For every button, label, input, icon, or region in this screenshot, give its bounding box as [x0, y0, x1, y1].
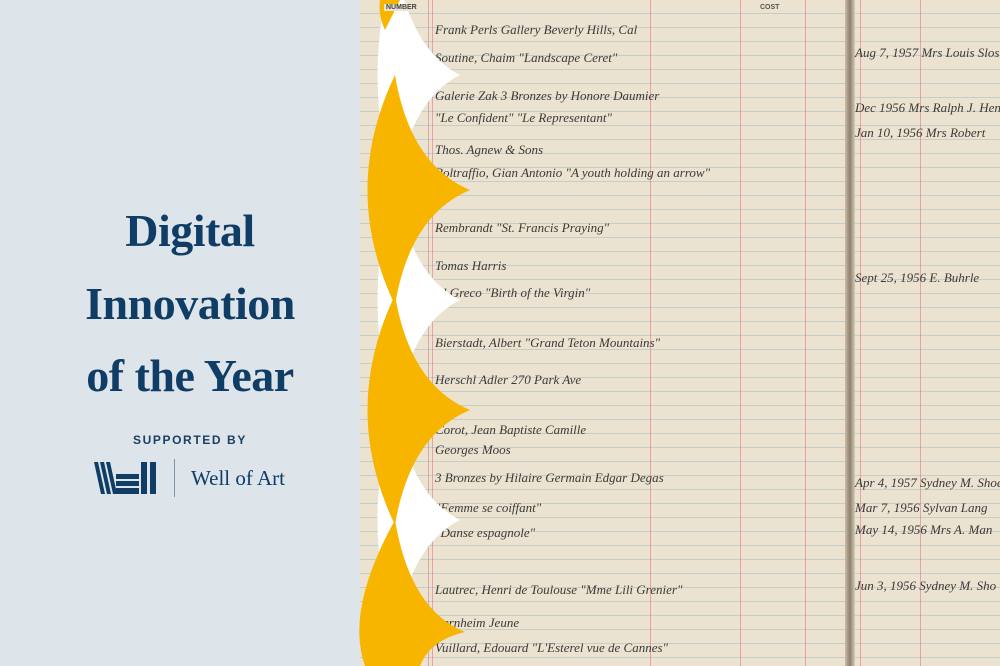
title-line: Digital: [125, 205, 255, 256]
book-gutter: [845, 0, 855, 666]
ledger-entry-right: May 14, 1956 Mrs A. Man: [855, 522, 993, 537]
well-logo-icon: [94, 462, 156, 494]
yellow-scallop: [367, 295, 470, 525]
ledger-entry: Tomas Harris: [435, 258, 507, 273]
ledger-header-cost: COST: [760, 4, 780, 11]
ledger-entry: El Greco "Birth of the Virgin": [435, 285, 591, 300]
ledger-entry: Corot, Jean Baptiste Camille: [435, 422, 587, 437]
ledger-photo: COST Frank Perls Gallery Beverly Hills, …: [360, 0, 1000, 666]
ledger-entry: "Le Confident" "Le Representant": [435, 110, 612, 125]
ledger-entry-right: Aug 7, 1957 Mrs Louis Slos: [855, 45, 1000, 60]
sponsor-name: Well of Art: [191, 465, 285, 490]
ledger-entry: 3 Bronzes by Hilaire Germain Edgar Degas: [435, 470, 664, 485]
ledger-entry: Herschl Adler 270 Park Ave: [435, 372, 582, 387]
supported-by-label: SUPPORTED BY: [133, 433, 247, 447]
yellow-scallop: [367, 75, 470, 305]
ledger-entry: "Femme se coiffant": [435, 500, 542, 515]
ledger-entry: "Danse espagnole": [435, 525, 536, 540]
ledger-entry: Galerie Zak 3 Bronzes by Honore Daumier: [435, 88, 660, 103]
ledger-entry: Bierstadt, Albert "Grand Teton Mountains…: [435, 335, 661, 350]
title-line: of the Year: [86, 350, 294, 402]
ledger-entry-right: Mar 7, 1956 Sylvan Lang: [855, 500, 988, 515]
ledger-entry-right: Jan 10, 1956 Mrs Robert: [855, 125, 986, 140]
left-panel: Digital Innovation of the Year SUPPORTED…: [0, 0, 380, 666]
ledger-entry: Thos. Agnew & Sons: [435, 142, 544, 157]
ledger-entry-right: Jun 3, 1956 Sydney M. Sho: [855, 578, 997, 593]
sponsor-logo: Well of Art: [94, 459, 285, 497]
title-line: Innovation: [85, 277, 295, 329]
logo-divider: [174, 459, 175, 497]
ledger-entry: Bernheim Jeune: [435, 615, 520, 630]
ledger-entry: Soutine, Chaim "Landscape Ceret": [435, 50, 618, 65]
ledger-entry: Boltraffio, Gian Antonio "A youth holdin…: [435, 165, 711, 180]
ledger-entry: Vuillard, Edouard "L'Esterel vue de Cann…: [435, 640, 668, 655]
ledger-entry: Rembrandt "St. Francis Praying": [435, 220, 610, 235]
page-title: Digital Innovation of the Year: [0, 195, 380, 413]
ledger-entry-right: Dec 1956 Mrs Ralph J. Hen: [855, 100, 1000, 115]
ledger-entry: Lautrec, Henri de Toulouse "Mme Lili Gre…: [435, 582, 683, 597]
yellow-scallop: [359, 520, 465, 666]
ledger-entry-right: Sept 25, 1956 E. Buhrle: [855, 270, 980, 285]
ledger-header-number: NUMBER: [384, 4, 419, 11]
ledger-entry: Georges Moos: [435, 442, 511, 457]
ledger-entry-right: Apr 4, 1957 Sydney M. Shoe: [855, 475, 1000, 490]
ledger-entry: Frank Perls Gallery Beverly Hills, Cal: [435, 22, 638, 37]
